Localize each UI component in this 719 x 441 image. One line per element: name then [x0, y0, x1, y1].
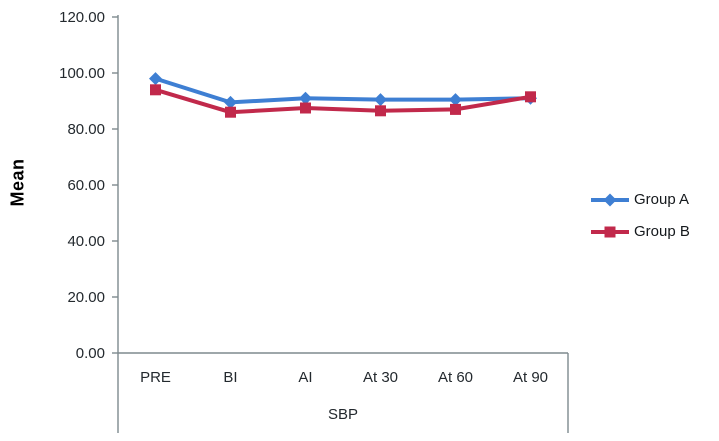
data-point-group-a-pre — [149, 72, 162, 86]
y-tick-label: 0.00 — [76, 345, 105, 362]
data-point-group-a-at-60 — [449, 93, 462, 107]
legend: Group A Group B — [590, 191, 690, 240]
y-tick-label: 40.00 — [67, 233, 105, 250]
y-tick-label: 120.00 — [59, 9, 105, 26]
data-point-group-b-at-90 — [525, 91, 536, 103]
data-point-group-b-pre — [150, 84, 161, 96]
x-category-label: At 60 — [438, 369, 473, 386]
x-category-label: AI — [298, 369, 312, 386]
data-point-group-b-ai — [300, 102, 311, 114]
data-point-group-b-bi — [225, 106, 236, 118]
legend-marker — [604, 226, 616, 237]
legend-item-group-a: Group A — [590, 191, 690, 208]
group-a-line-diamond-icon — [591, 193, 629, 206]
x-category-label: At 90 — [513, 369, 548, 386]
series-line-group-b — [154, 87, 531, 115]
data-point-group-a-at-30 — [374, 93, 387, 107]
y-tick-label: 20.00 — [67, 289, 105, 306]
legend-label-group-b: Group B — [634, 223, 690, 240]
data-point-group-a-bi — [224, 95, 237, 109]
legend-label-group-a: Group A — [634, 191, 690, 208]
x-category-label: PRE — [140, 369, 171, 386]
legend-item-group-b: Group B — [590, 223, 690, 240]
data-point-group-b-at-60 — [450, 103, 461, 115]
y-axis-title: Mean — [7, 158, 28, 207]
data-point-group-a-ai — [299, 91, 312, 105]
group-b-line-square-icon — [591, 226, 629, 237]
legend-marker — [603, 193, 617, 206]
series-line-group-a — [154, 76, 531, 105]
y-tick-label: 80.00 — [67, 121, 105, 138]
x-category-label: At 30 — [363, 369, 398, 386]
data-point-group-b-at-30 — [375, 105, 386, 117]
y-tick-label: 100.00 — [59, 65, 105, 82]
y-tick-label: 60.00 — [67, 177, 105, 194]
x-axis-title: SBP — [327, 406, 358, 423]
x-category-label: BI — [223, 369, 237, 386]
